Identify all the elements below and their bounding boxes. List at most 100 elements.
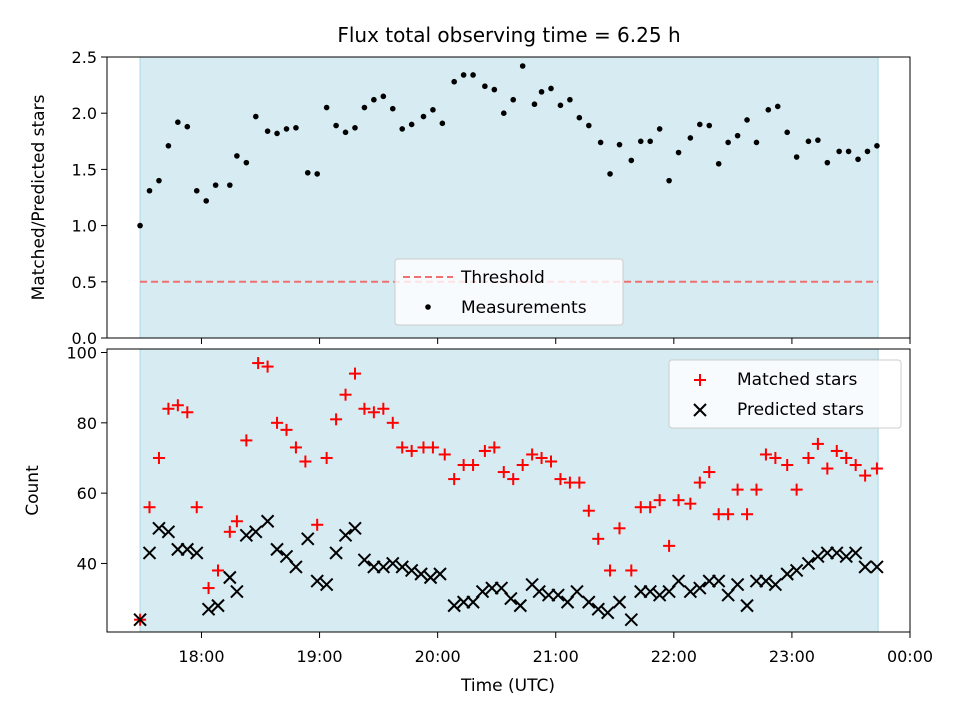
predicted-star-point — [310, 574, 324, 588]
matched-star-point — [516, 459, 529, 472]
predicted-star-point — [730, 577, 745, 592]
measurement-point — [824, 159, 831, 166]
matched-star-point — [405, 444, 418, 457]
matched-star-point — [604, 564, 617, 577]
measurement-point — [656, 126, 663, 132]
predicted-star-point — [551, 588, 565, 602]
measurement-point — [399, 126, 406, 132]
predicted-star-point — [414, 567, 428, 581]
predicted-star-point — [848, 546, 863, 560]
matched-star-point — [849, 459, 862, 472]
matched-star-point — [672, 494, 685, 507]
measurement-point — [482, 83, 488, 90]
legend-matched-label: Matched stars — [737, 370, 857, 390]
predicted-star-point — [702, 574, 716, 588]
measurement-point — [439, 120, 446, 127]
measurement-point — [744, 117, 750, 123]
count-legend: Matched stars Predicted stars — [668, 359, 902, 429]
measurement-point — [519, 63, 526, 69]
measurement-point — [333, 122, 339, 129]
matched-star-point — [722, 508, 735, 521]
count-axes: 40 60 80 100 18:00 19:00 20:00 21:00 22:00 23:00 0… — [66, 344, 933, 666]
measurement-point — [430, 107, 436, 113]
measurement-point — [774, 103, 781, 110]
matched-star-point — [396, 441, 409, 454]
y-tick-label: 0.0 — [72, 329, 97, 348]
predicted-star-point — [423, 570, 438, 585]
ratio-panel: 0.0 0.5 1.0 1.5 2.0 2.5 Matched/Predicted sta… — [29, 48, 911, 348]
y-tick-label: 100 — [66, 344, 97, 363]
predicted-star-point — [211, 598, 225, 613]
matched-star-point — [653, 494, 666, 507]
predicted-star-point — [180, 542, 195, 557]
matched-star-point — [663, 539, 676, 552]
matched-star-point — [330, 413, 343, 426]
matched-star-point — [573, 476, 586, 489]
predicted-star-point — [230, 584, 244, 599]
measurement-point — [637, 138, 644, 145]
legend-threshold-label: Threshold — [460, 268, 545, 288]
measurement-point — [805, 138, 812, 145]
ratio-legend: Threshold Measurements — [394, 258, 624, 326]
measurement-point — [597, 139, 604, 146]
measurement-point — [212, 182, 219, 188]
predicted-star-point — [376, 560, 391, 574]
measurement-point — [283, 126, 290, 132]
measurement-point — [500, 110, 507, 116]
measurement-point — [557, 102, 564, 109]
matched-star-point — [731, 483, 744, 496]
measurement-point — [687, 135, 694, 141]
matched-star-point — [212, 564, 225, 577]
predicted-star-point — [433, 567, 447, 581]
matched-star-point — [190, 501, 203, 514]
measurement-point — [548, 85, 554, 92]
matched-star-point — [497, 466, 510, 479]
predicted-star-point — [404, 563, 419, 578]
measurement-point — [165, 142, 172, 149]
matched-star-point — [339, 388, 352, 401]
predicted-star-point — [142, 546, 157, 560]
measurement-point — [567, 96, 573, 103]
measurement-point — [675, 149, 682, 156]
predicted-star-point — [759, 574, 773, 588]
count-panel: 40 60 80 100 18:00 19:00 20:00 21:00 22:00 23:00 0… — [23, 344, 933, 696]
measurement-point — [784, 129, 790, 136]
measurement-point — [408, 121, 415, 128]
matched-star-point — [840, 451, 853, 464]
predicted-star-point — [367, 560, 381, 574]
chart-title: Flux total observing time = 6.25 h — [337, 23, 680, 47]
matched-star-point — [821, 462, 834, 475]
measurement-point — [352, 125, 358, 131]
measurement-point — [304, 169, 311, 176]
matched-star-point — [830, 444, 843, 457]
measurement-point — [371, 96, 377, 103]
predicted-star-point — [612, 595, 627, 609]
measurement-point — [156, 177, 162, 184]
matched-star-point — [152, 451, 165, 464]
predicted-star-point — [830, 546, 844, 560]
matched-star-point — [759, 448, 772, 461]
predicted-star-point — [693, 581, 707, 595]
measurement-point — [184, 123, 191, 130]
matched-star-point — [348, 367, 361, 380]
matched-star-point — [811, 437, 824, 450]
predicted-star-point — [447, 598, 461, 613]
matched-star-point — [625, 564, 638, 577]
measurement-point — [874, 142, 880, 149]
matched-star-point — [386, 416, 399, 429]
legend-measurements-marker — [425, 304, 431, 310]
measurement-point — [697, 121, 703, 128]
x-tick-label: 00:00 — [887, 647, 933, 666]
predicted-star-point — [319, 577, 334, 592]
matched-star-point — [802, 451, 815, 464]
predicted-star-point — [839, 549, 853, 564]
matched-star-point — [790, 483, 803, 496]
matched-star-point — [750, 483, 763, 496]
measurement-point — [734, 132, 741, 139]
measurement-point — [203, 198, 209, 204]
measurement-point — [864, 148, 871, 155]
measurement-point — [252, 113, 259, 120]
measurement-point — [576, 114, 583, 121]
matched-star-point — [769, 451, 782, 464]
